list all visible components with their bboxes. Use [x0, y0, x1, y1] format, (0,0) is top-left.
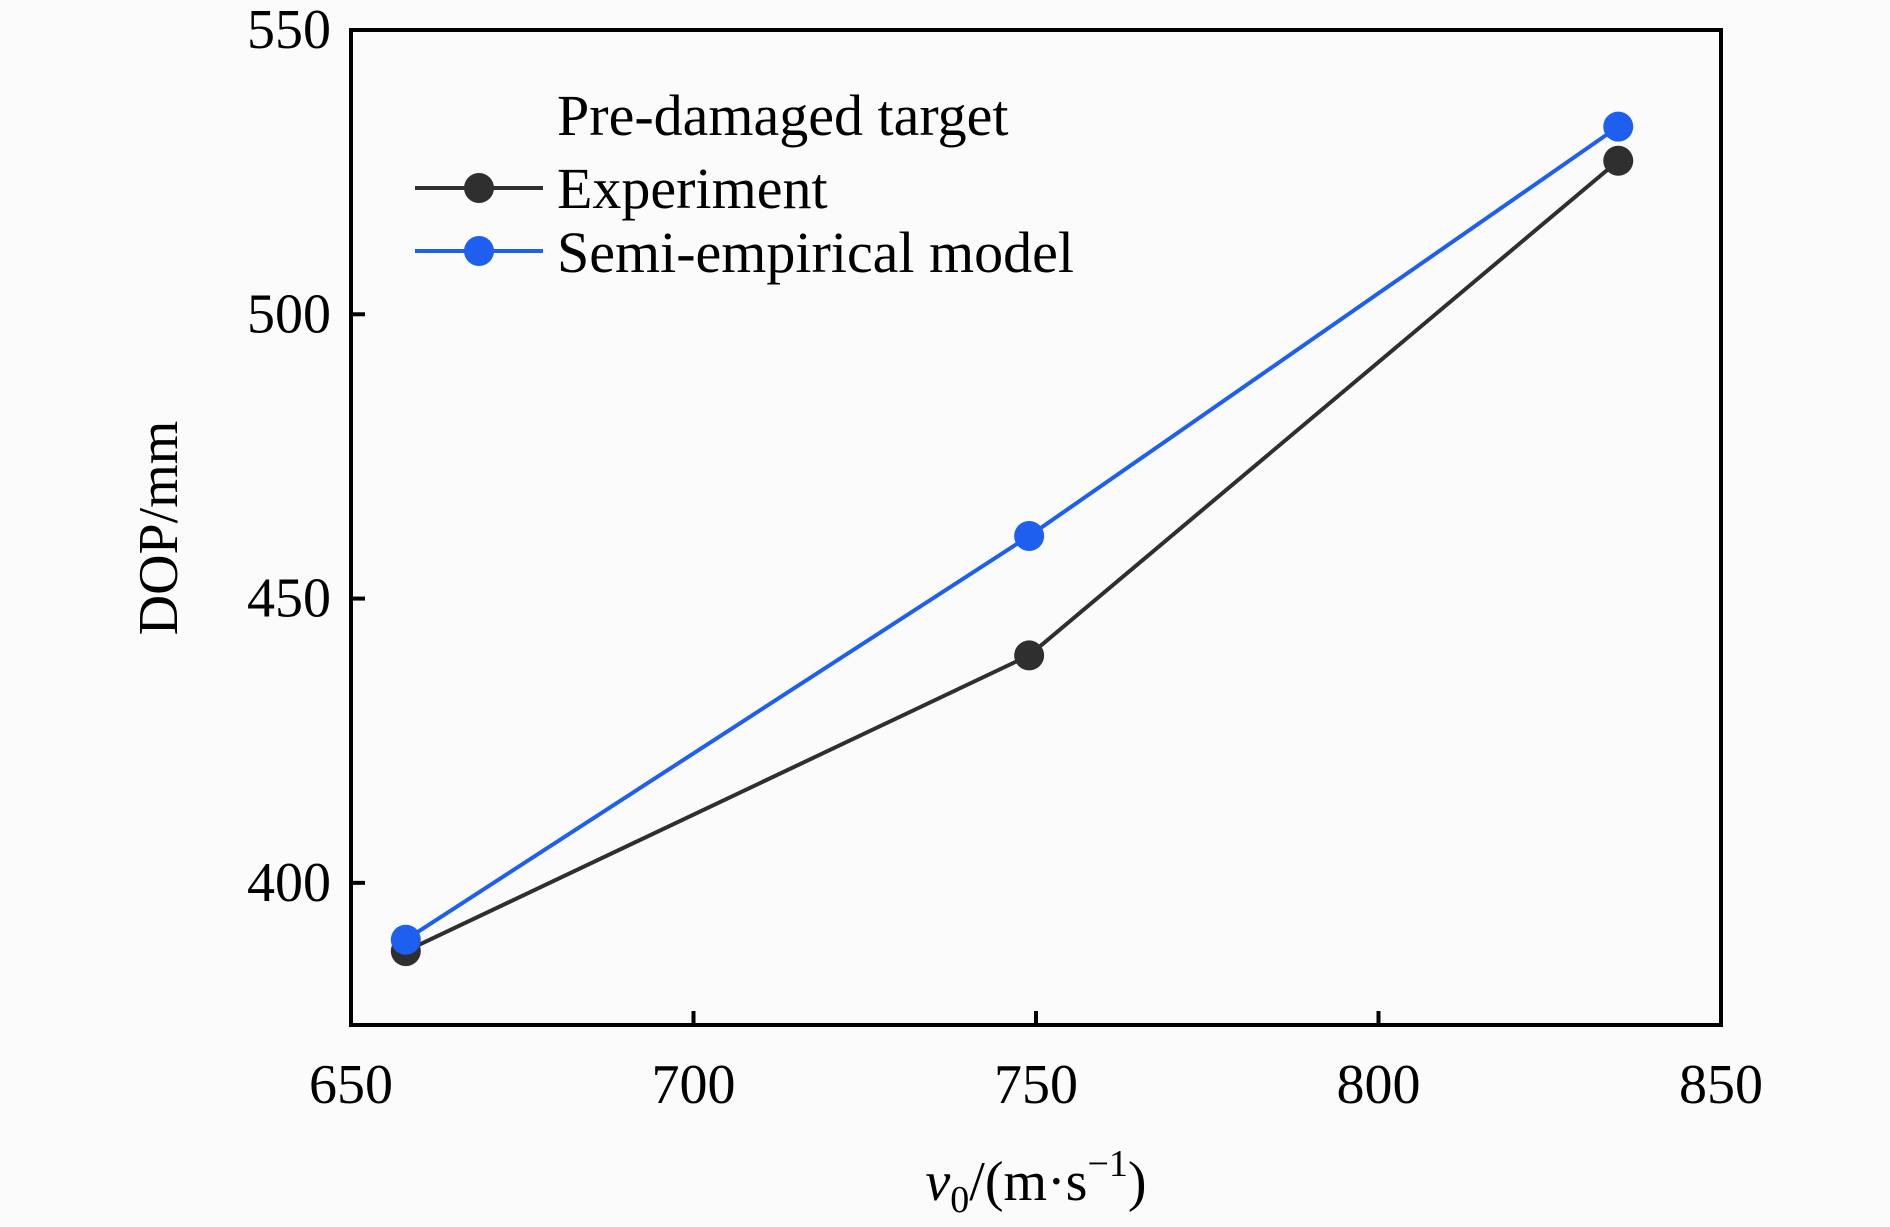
- legend-marker-semi-empirical-model: [464, 236, 494, 266]
- legend: Pre-damaged target Experiment Semi-empir…: [415, 83, 1074, 285]
- y-axis-title: DOP/mm: [128, 421, 190, 636]
- y-tick-label-500: 500: [247, 283, 331, 345]
- data-point-semi-empirical-model-2: [1603, 111, 1634, 142]
- legend-marker-experiment: [464, 173, 494, 203]
- y-tick-label-450: 450: [247, 568, 331, 630]
- series-layer: [390, 111, 1634, 967]
- x-axis-title: v0/(m·s−1): [925, 1143, 1146, 1221]
- x-axis: 650 700 750 800 850: [309, 1011, 1763, 1116]
- data-point-semi-empirical-model-1: [1014, 521, 1045, 552]
- y-axis: 400 450 500 550: [247, 0, 365, 914]
- x-tick-label-700: 700: [652, 1054, 736, 1116]
- y-tick-label-400: 400: [247, 852, 331, 914]
- legend-title: Pre-damaged target: [557, 83, 1008, 148]
- x-tick-label-850: 850: [1679, 1054, 1763, 1116]
- x-tick-label-750: 750: [994, 1054, 1078, 1116]
- x-tick-label-650: 650: [309, 1054, 393, 1116]
- data-point-experiment-1: [1014, 640, 1045, 671]
- legend-label-experiment: Experiment: [557, 156, 828, 221]
- series-semi-empirical-model: [390, 111, 1634, 955]
- x-tick-label-800: 800: [1337, 1054, 1421, 1116]
- legend-label-semi-empirical-model: Semi-empirical model: [557, 220, 1074, 285]
- data-point-semi-empirical-model-0: [390, 924, 421, 955]
- y-tick-label-550: 550: [247, 0, 331, 61]
- data-point-experiment-2: [1603, 145, 1634, 176]
